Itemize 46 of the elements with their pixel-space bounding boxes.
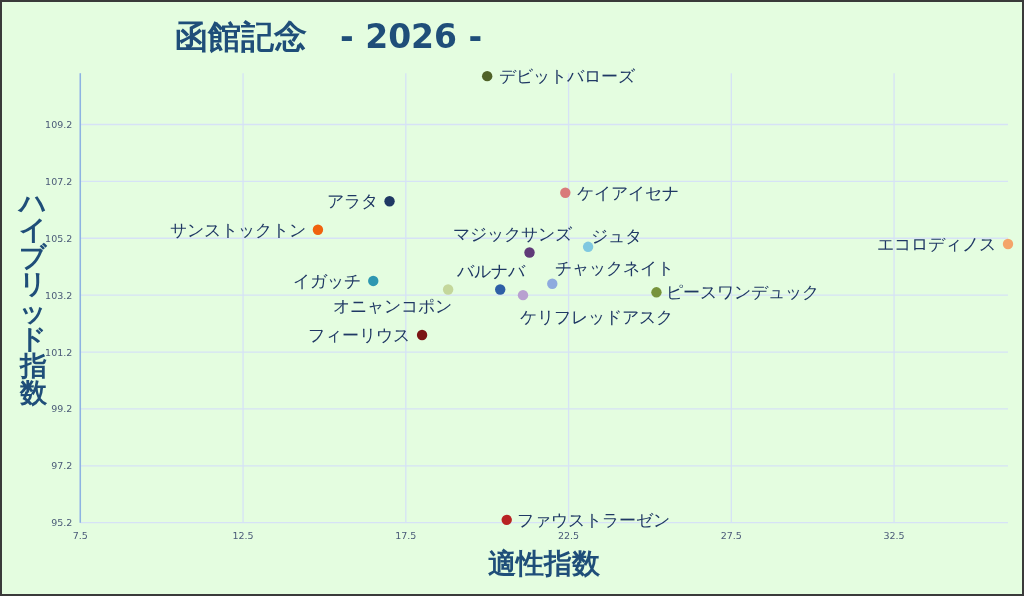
series-label: サンストックトン <box>169 219 306 240</box>
point <box>517 289 529 301</box>
series-label: マジックサンズ <box>452 224 573 245</box>
x-tick-label: 27.5 <box>720 530 742 542</box>
point <box>547 278 558 289</box>
point <box>384 196 395 207</box>
series-label: デビットバローズ <box>499 66 637 87</box>
series-label: オニャンコポン <box>333 296 453 317</box>
series-label: アラタ <box>326 191 378 212</box>
y-tick-label: 109.2 <box>45 119 73 130</box>
x-tick-label: 17.5 <box>395 530 417 542</box>
x-axis-title: 適性指数 <box>488 546 602 580</box>
series-label: イガッチ <box>293 270 362 291</box>
series-label: バルナバ <box>456 261 527 282</box>
x-tick-label: 7.5 <box>72 530 88 542</box>
x-tick-label: 22.5 <box>557 530 580 542</box>
y-tick-label: 107.2 <box>45 175 73 187</box>
series-label: ジュタ <box>591 225 643 246</box>
point <box>481 70 493 82</box>
point <box>312 224 324 235</box>
point <box>368 275 379 287</box>
x-tick-label: 12.5 <box>232 530 254 542</box>
point <box>582 241 594 252</box>
y-tick-label: 101.2 <box>45 346 73 358</box>
series-label: ケイアイセナ <box>577 182 680 203</box>
series-label: エコロディノス <box>877 233 996 254</box>
y-tick-label: 99.2 <box>51 403 73 415</box>
series-label: ケリフレッドアスク <box>519 307 673 328</box>
series-label: ピースワンデュック <box>666 282 820 303</box>
point <box>501 514 512 526</box>
point <box>1002 238 1014 250</box>
series-label: チャックネイト <box>555 257 675 278</box>
y-tick-label: 103.2 <box>45 289 73 301</box>
y-tick-label: 105.2 <box>45 232 73 244</box>
chart-title: 函館記念 - 2026 - <box>175 16 483 56</box>
point <box>416 329 428 341</box>
x-tick-label: 32.5 <box>883 530 905 542</box>
point <box>495 284 506 295</box>
series-label: フィーリウス <box>308 324 411 345</box>
point <box>442 284 454 295</box>
point <box>524 247 535 258</box>
series-label: ファウストラーゼン <box>516 509 670 530</box>
point <box>651 287 662 298</box>
point <box>560 187 571 198</box>
y-tick-label: 97.2 <box>51 460 73 472</box>
y-tick-label: 95.2 <box>51 517 73 529</box>
